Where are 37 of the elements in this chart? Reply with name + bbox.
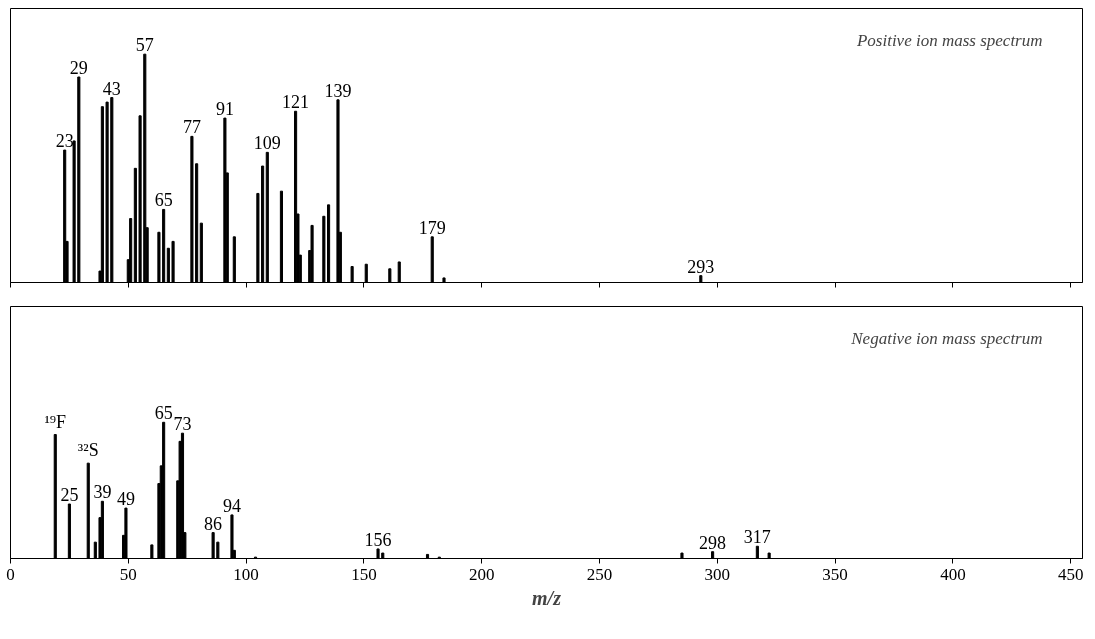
annotation: 29 — [69, 58, 88, 78]
x-tick-label: 300 — [704, 564, 731, 584]
x-tick-label: 350 — [822, 564, 848, 584]
x-tick-label: 50 — [119, 564, 137, 584]
annotation: 77 — [182, 117, 201, 138]
annotation: ¹⁹F — [44, 411, 67, 432]
annotation: 156 — [364, 529, 392, 550]
x-tick-label: 100 — [233, 564, 259, 584]
annotation: 139 — [324, 80, 352, 101]
annotation: 109 — [253, 133, 281, 154]
annotation: 94 — [222, 495, 241, 516]
annotation: 57 — [135, 35, 154, 56]
x-tick-label: 150 — [351, 564, 377, 584]
x-tick-label: 200 — [468, 564, 495, 584]
annotation: 298 — [699, 532, 727, 553]
annotation: 49 — [116, 489, 135, 510]
annotation: 317 — [743, 527, 771, 548]
x-tick-label: 250 — [586, 564, 613, 584]
annotation: 121 — [282, 92, 310, 113]
annotation: 73 — [173, 414, 192, 435]
annotation: 39 — [93, 482, 112, 503]
x-tick-label: 400 — [940, 564, 966, 584]
annotation: 91 — [215, 99, 234, 120]
x-axis-title: m/z — [532, 586, 562, 609]
annotation: 293 — [687, 256, 715, 277]
text: Positive ion mass spectrum — [855, 30, 1043, 50]
annotation: ³²S — [77, 440, 99, 461]
x-tick-label: 450 — [1057, 564, 1084, 584]
annotation: 23 — [55, 131, 74, 152]
annotation: 65 — [154, 190, 173, 211]
annotation: 179 — [418, 217, 446, 238]
annotation: 65 — [154, 403, 173, 424]
annotation: 25 — [60, 485, 79, 506]
annotation: 43 — [102, 78, 121, 99]
annotation: 86 — [204, 513, 223, 534]
text: Negative ion mass spectrum — [850, 328, 1043, 348]
x-tick-label: 0 — [6, 564, 15, 584]
